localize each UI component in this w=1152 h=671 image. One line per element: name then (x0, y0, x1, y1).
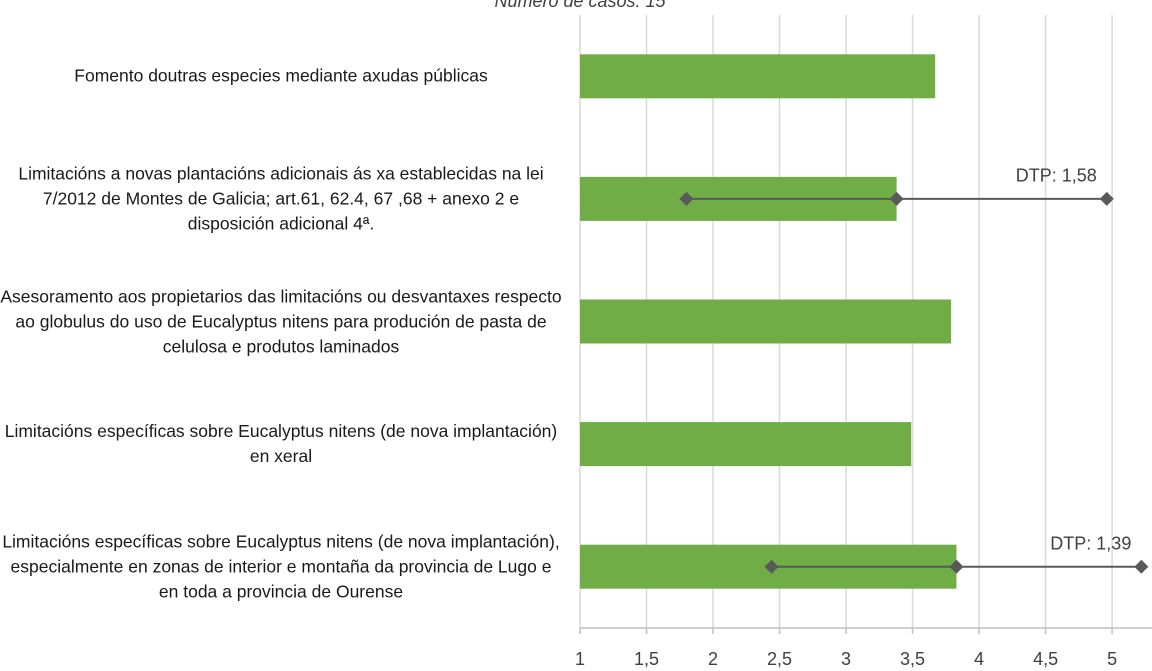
bar (580, 299, 952, 344)
x-tick-label: 2,5 (767, 649, 792, 669)
x-tick-label: 2 (708, 649, 718, 669)
category-label: Asesoramento aos propietarios das limita… (0, 286, 562, 356)
error-marker (679, 191, 694, 206)
x-tick-label: 1,5 (634, 649, 659, 669)
error-marker (1099, 191, 1114, 206)
chart-title: Número de casos: 15 (494, 0, 666, 11)
x-tick-label: 4 (974, 649, 984, 669)
x-tick-label: 3,5 (900, 649, 925, 669)
bar (580, 54, 936, 99)
x-tick-label: 4,5 (1033, 649, 1058, 669)
category-label: Limitacións específicas sobre Eucalyptus… (2, 531, 560, 602)
bar (580, 422, 912, 467)
error-label: DTP: 1,39 (1050, 533, 1131, 553)
category-label: Limitacións a novas plantacións adiciona… (18, 163, 544, 234)
x-tick-label: 1 (575, 649, 585, 669)
error-marker (1134, 559, 1149, 574)
category-label: Fomento doutras especies mediante axudas… (74, 65, 488, 86)
x-tick-label: 5 (1107, 649, 1117, 669)
error-marker (764, 559, 779, 574)
error-label: DTP: 1,58 (1016, 166, 1097, 186)
error-marker (889, 191, 904, 206)
category-label: Limitacións específicas sobre Eucalyptus… (4, 421, 558, 467)
x-tick-label: 3 (841, 649, 851, 669)
error-marker (949, 559, 964, 574)
